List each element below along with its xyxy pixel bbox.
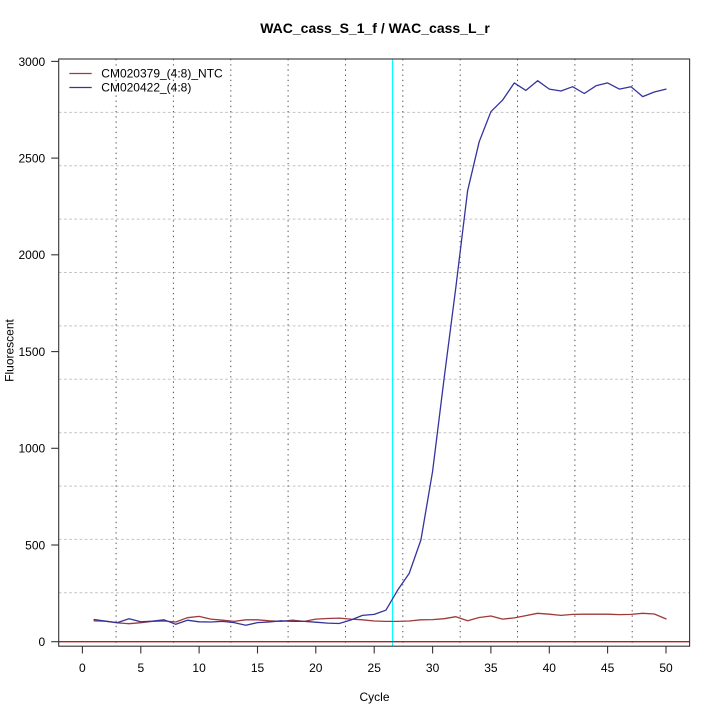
svg-text:40: 40 [543, 661, 557, 675]
svg-text:45: 45 [601, 661, 615, 675]
svg-text:3000: 3000 [18, 55, 45, 69]
svg-text:25: 25 [368, 661, 382, 675]
svg-text:20: 20 [309, 661, 323, 675]
svg-text:0: 0 [79, 661, 86, 675]
svg-text:1000: 1000 [18, 442, 45, 456]
svg-text:1500: 1500 [18, 345, 45, 359]
svg-text:500: 500 [25, 538, 45, 552]
svg-text:2500: 2500 [18, 152, 45, 166]
svg-text:2000: 2000 [18, 248, 45, 262]
svg-text:10: 10 [192, 661, 206, 675]
svg-text:Cycle: Cycle [359, 690, 389, 704]
svg-text:35: 35 [484, 661, 498, 675]
svg-text:0: 0 [39, 635, 46, 649]
svg-text:30: 30 [426, 661, 440, 675]
svg-text:Fluorescent: Fluorescent [3, 318, 17, 381]
svg-text:WAC_cass_S_1_f / WAC_cass_L_r: WAC_cass_S_1_f / WAC_cass_L_r [260, 20, 490, 36]
svg-text:5: 5 [137, 661, 144, 675]
svg-text:CM020422_(4:8): CM020422_(4:8) [101, 81, 191, 95]
svg-text:50: 50 [659, 661, 673, 675]
svg-text:CM020379_(4:8)_NTC: CM020379_(4:8)_NTC [101, 67, 223, 81]
svg-text:15: 15 [251, 661, 265, 675]
